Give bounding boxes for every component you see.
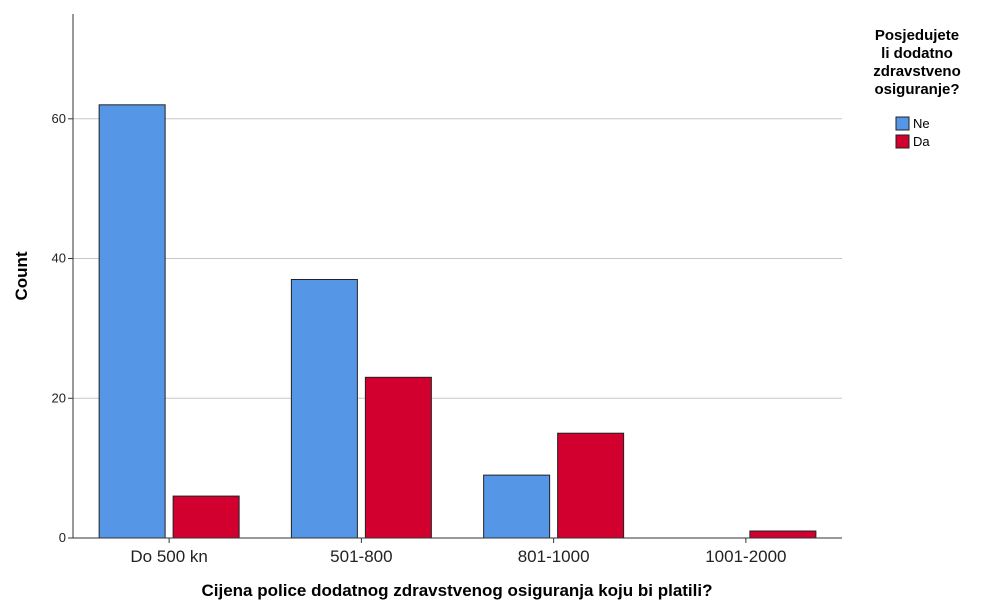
legend-swatch-da (895, 134, 910, 149)
legend-title-line-1: li dodatno (881, 45, 953, 62)
y-tick-label-2: 40 (52, 251, 66, 266)
y-tick-label-0: 0 (59, 530, 66, 545)
legend-title-line-0: Posjedujete (875, 27, 959, 44)
legend-title-line-3: osiguranje? (874, 81, 959, 98)
legend-title-line-2: zdravstveno (873, 63, 961, 80)
bar-da-2 (557, 432, 625, 539)
bar-ne-1 (290, 278, 358, 539)
x-axis-title: Cijena police dodatnog zdravstvenog osig… (201, 581, 712, 600)
bar-da-0 (172, 495, 240, 539)
bars (98, 104, 817, 539)
x-ticks: Do 500 kn 501-800 801-1000 1001-2000 (130, 538, 787, 566)
y-axis-title: Count (12, 251, 31, 300)
y-tick-label-1: 20 (52, 390, 66, 405)
gridlines (73, 118, 842, 399)
bar-ne-2 (483, 474, 551, 539)
bar-ne-0 (98, 104, 166, 539)
y-ticks: 0 20 40 60 (52, 111, 73, 545)
legend-label-da: Da (913, 134, 930, 149)
x-tick-label-1: 501-800 (330, 547, 392, 566)
x-tick-label-3: 1001-2000 (705, 547, 786, 566)
legend-swatch-ne (895, 116, 910, 131)
y-tick-label-3: 60 (52, 111, 66, 126)
bar-da-1 (364, 376, 432, 539)
legend-label-ne: Ne (913, 116, 930, 131)
bar-da-3 (749, 530, 817, 539)
x-tick-label-2: 801-1000 (518, 547, 590, 566)
x-tick-label-0: Do 500 kn (130, 547, 208, 566)
